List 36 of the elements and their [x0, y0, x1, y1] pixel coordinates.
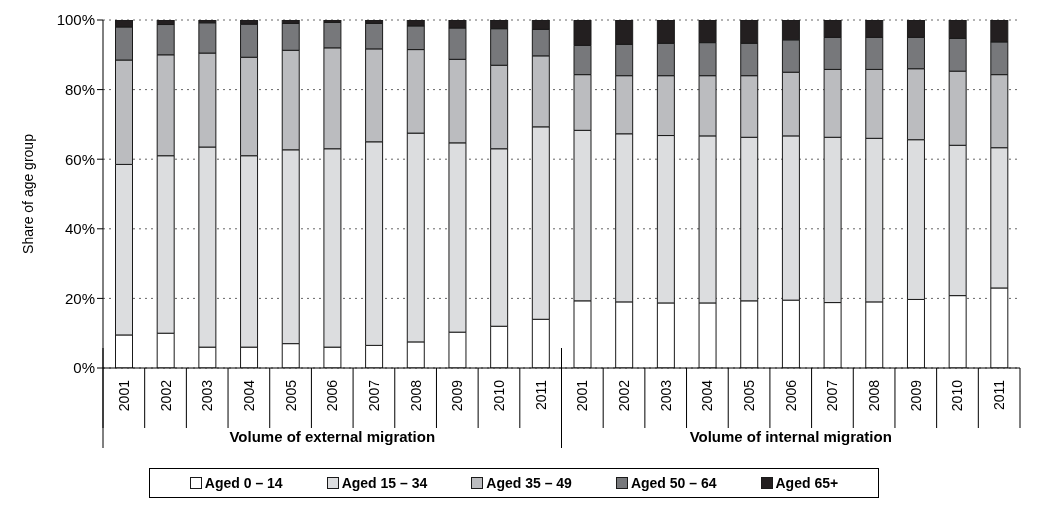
- legend-label: Aged 50 – 64: [630, 475, 717, 491]
- x-tick-label: 2001: [115, 379, 132, 412]
- y-tick-label: 80%: [64, 80, 95, 98]
- legend-label: Aged 65+: [775, 475, 839, 491]
- x-tick-label: 2011: [991, 379, 1008, 411]
- text: Volume of external migration: [229, 428, 436, 445]
- x-tick-label: 2008: [866, 379, 883, 412]
- legend-label: Aged 0 – 14: [204, 475, 283, 491]
- legend-label: Aged 15 – 34: [341, 475, 428, 491]
- x-tick-label: 2003: [199, 379, 216, 412]
- x-tick-label: 2007: [824, 379, 841, 412]
- x-tick-label: 2003: [657, 379, 674, 412]
- x-tick-label: 2006: [782, 379, 799, 412]
- x-tick-label: 2010: [949, 379, 966, 412]
- y-axis-title: Share of age group: [19, 133, 36, 254]
- y-tick-label: 20%: [64, 289, 95, 307]
- x-tick-label: 2009: [907, 379, 924, 412]
- x-tick-label: 2002: [157, 379, 174, 412]
- y-tick-label: 100%: [56, 11, 95, 29]
- x-tick-label: 2001: [574, 379, 591, 412]
- text: Volume of internal migration: [689, 428, 892, 445]
- x-tick-label: 2005: [741, 379, 758, 412]
- x-tick-label: 2004: [240, 379, 257, 412]
- x-tick-label: 2006: [324, 379, 341, 412]
- x-tick-label: 2004: [699, 379, 716, 412]
- y-tick-label: 0%: [73, 359, 95, 377]
- x-tick-label: 2007: [365, 379, 382, 412]
- x-tick-label: 2005: [282, 379, 299, 412]
- legend-label: Aged 35 – 49: [486, 475, 572, 491]
- x-tick-label: 2010: [490, 379, 507, 412]
- x-tick-label: 2008: [407, 379, 424, 412]
- x-tick-label: 2002: [616, 379, 633, 412]
- y-tick-label: 60%: [64, 150, 95, 168]
- y-tick-label: 40%: [64, 220, 95, 238]
- x-tick-label: 2009: [449, 379, 466, 412]
- x-tick-label: 2011: [532, 379, 549, 411]
